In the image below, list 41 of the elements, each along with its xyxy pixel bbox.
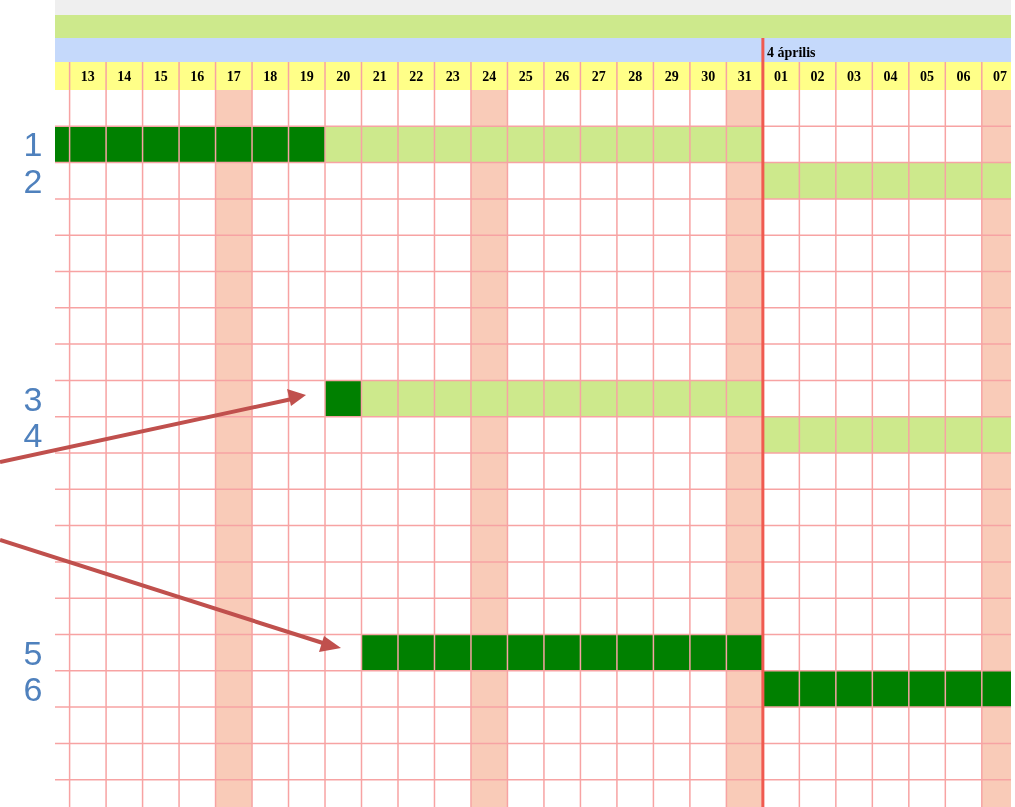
bar xyxy=(762,670,1011,708)
x2-tick-label: 03 xyxy=(847,69,862,84)
bar xyxy=(55,126,326,163)
x-tick-label: 15 xyxy=(153,69,168,84)
ref-line-label: 4 április xyxy=(766,45,817,60)
x-tick-label: 17 xyxy=(226,69,241,84)
x2-tick-label: 07 xyxy=(993,69,1008,84)
bar xyxy=(325,126,763,163)
y-tick-label: 3 xyxy=(23,379,43,418)
x-tick-label: 23 xyxy=(445,69,460,84)
y-tick-label: 2 xyxy=(23,161,43,200)
x-tick-label: 27 xyxy=(591,69,606,84)
x-tick-label: 30 xyxy=(701,69,716,84)
x-tick-label: 24 xyxy=(482,69,497,84)
y-tick-label: 6 xyxy=(23,669,43,708)
x-tick-label: 28 xyxy=(628,69,643,84)
bar xyxy=(762,162,1011,199)
bar xyxy=(762,416,1011,453)
x-tick-label: 13 xyxy=(80,69,95,84)
x2-tick-label: 05 xyxy=(920,69,935,84)
bar xyxy=(325,380,362,417)
x-tick-label: 20 xyxy=(336,69,351,84)
x2-tick-label: 04 xyxy=(883,69,898,84)
x-tick-label: 29 xyxy=(664,69,679,84)
x-tick-label: 31 xyxy=(737,69,752,84)
y-tick-label: 5 xyxy=(23,633,43,672)
x-tick-label: 14 xyxy=(117,69,132,84)
x2-tick-label: 02 xyxy=(810,69,825,84)
x2-tick-label: 06 xyxy=(956,69,971,84)
x-tick-label: 19 xyxy=(299,69,314,84)
bar xyxy=(361,380,763,417)
y-tick-label: 4 xyxy=(23,415,43,454)
x-tick-label: 26 xyxy=(555,69,570,84)
x-tick-label: 22 xyxy=(409,69,424,84)
x-tick-label: 21 xyxy=(372,69,387,84)
x-tick-label: 18 xyxy=(263,69,278,84)
x-tick-label: 16 xyxy=(190,69,205,84)
y-tick-label: 1 xyxy=(23,125,43,164)
x2-tick-label: 01 xyxy=(774,69,789,84)
x-tick-label: 25 xyxy=(518,69,533,84)
bar xyxy=(361,634,763,671)
